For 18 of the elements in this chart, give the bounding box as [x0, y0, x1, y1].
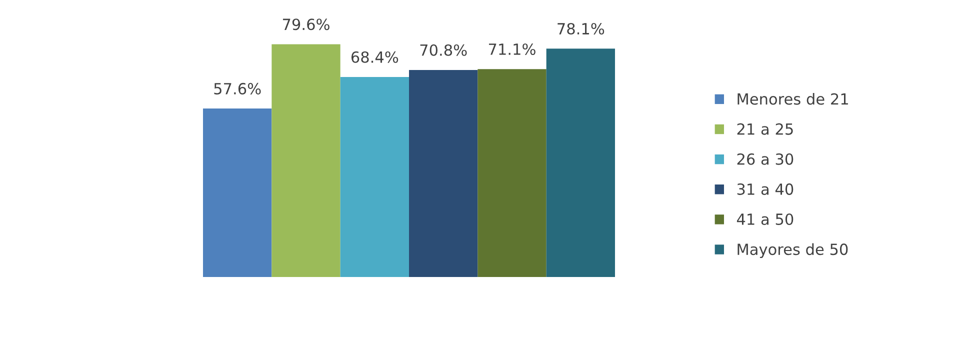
data-label: 68.4% — [351, 51, 398, 63]
bar — [409, 70, 478, 277]
legend-label: 26 a 30 — [737, 153, 794, 165]
legend-label: 41 a 50 — [736, 213, 794, 226]
bar — [478, 69, 546, 277]
bar — [546, 48, 615, 277]
data-label: 78.1% — [558, 22, 604, 35]
bar — [203, 108, 272, 277]
data-label: 71.1% — [488, 43, 536, 56]
legend-label: 21 a 25 — [737, 123, 793, 135]
legend-label: Menores de 21 — [738, 92, 848, 105]
data-label: 70.8% — [420, 44, 467, 56]
bar — [272, 44, 340, 277]
legend-label: 31 a 40 — [737, 183, 794, 195]
data-label: 79.6% — [282, 18, 330, 30]
legend-label: Mayores de 50 — [738, 243, 848, 258]
bar — [340, 76, 409, 277]
data-label: 57.6% — [214, 82, 261, 94]
